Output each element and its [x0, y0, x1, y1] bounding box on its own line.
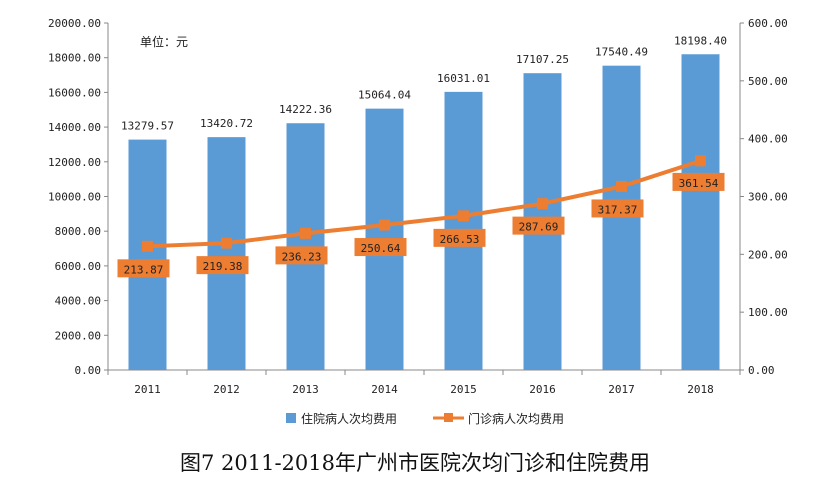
line-data-label: 250.64 — [361, 242, 401, 255]
bar-data-label: 15064.04 — [358, 89, 411, 102]
x-tick-label: 2017 — [608, 383, 635, 396]
line-point — [142, 240, 153, 252]
line-data-label: 361.54 — [679, 177, 719, 190]
left-tick-label: 4000.00 — [55, 295, 101, 308]
left-tick-label: 18000.00 — [48, 52, 101, 65]
x-tick-label: 2018 — [687, 383, 714, 396]
line-point — [300, 227, 311, 239]
bar-data-label: 14222.36 — [279, 103, 332, 116]
left-tick-label: 12000.00 — [48, 156, 101, 169]
left-tick-label: 10000.00 — [48, 191, 101, 204]
legend-line-label: 门诊病人次均费用 — [468, 411, 564, 426]
left-tick-label: 6000.00 — [55, 260, 101, 273]
right-tick-label: 600.00 — [748, 17, 788, 30]
bar-data-label: 18198.40 — [674, 34, 727, 47]
right-tick-label: 200.00 — [748, 248, 788, 261]
line-series — [142, 155, 706, 252]
left-tick-label: 0.00 — [75, 364, 102, 377]
left-axis-ticks: 0.00 2000.00 4000.00 6000.00 8000.00 10000.00… — [48, 17, 108, 377]
legend-line-marker — [444, 413, 453, 422]
line-point — [458, 210, 469, 222]
right-tick-label: 300.00 — [748, 191, 788, 204]
line-data-label: 213.87 — [124, 263, 164, 276]
bar-data-label: 13279.57 — [121, 120, 174, 133]
unit-note: 单位：元 — [140, 34, 188, 49]
x-tick-label: 2015 — [450, 383, 477, 396]
line-data-label: 236.23 — [282, 250, 322, 263]
bar-data-label: 13420.72 — [200, 117, 253, 130]
line-label-box — [196, 256, 249, 275]
line-label-box — [512, 216, 565, 235]
x-tick-label: 2016 — [529, 383, 556, 396]
line-point — [221, 237, 232, 249]
line-label-box — [591, 199, 644, 218]
line-point — [379, 219, 390, 231]
line-data-label: 287.69 — [519, 221, 559, 234]
figure-caption: 图7 2011-2018年广州市医院次均门诊和住院费用 — [179, 451, 651, 475]
bar-data-label: 16031.01 — [437, 72, 490, 85]
line-label-box — [275, 246, 328, 265]
bar-data-label: 17540.49 — [595, 46, 648, 59]
x-tick-label: 2011 — [134, 383, 161, 396]
x-tick-label: 2012 — [213, 383, 240, 396]
right-tick-label: 400.00 — [748, 133, 788, 146]
bar — [207, 137, 246, 370]
left-tick-label: 16000.00 — [48, 86, 101, 99]
x-axis-ticks: 2011 2012 2013 2014 2015 2016 2017 2018 — [107, 370, 741, 396]
legend: 住院病人次均费用 门诊病人次均费用 — [286, 411, 564, 426]
bar — [128, 139, 167, 370]
x-tick-label: 2013 — [292, 383, 319, 396]
right-axis-ticks: 0.00 100.00 200.00 300.00 400.00 500.00 600.00 — [740, 17, 788, 377]
left-tick-label: 14000.00 — [48, 121, 101, 134]
bar-data-label: 17107.25 — [516, 53, 569, 66]
line-data-label: 219.38 — [203, 260, 243, 273]
legend-bar-swatch — [286, 413, 296, 423]
line-data-label: 266.53 — [440, 233, 480, 246]
line-data-labels: 213.87 219.38 236.23 250.64 266.53 287.69 317.… — [117, 172, 725, 278]
line-label-box — [117, 259, 170, 278]
line-point — [616, 180, 627, 192]
line-label-box — [672, 172, 725, 191]
left-tick-label: 20000.00 — [48, 17, 101, 30]
left-tick-label: 2000.00 — [55, 329, 101, 342]
combo-chart: 单位：元 0.00 2000.00 4000.00 6000.00 8000.00 100… — [48, 17, 788, 426]
line-label-box — [354, 238, 407, 257]
line-label-box — [433, 228, 486, 247]
right-tick-label: 100.00 — [748, 306, 788, 319]
bar — [681, 54, 720, 371]
legend-bar-label: 住院病人次均费用 — [301, 411, 397, 426]
bar — [602, 65, 641, 371]
line-point — [695, 155, 706, 167]
right-tick-label: 500.00 — [748, 75, 788, 88]
line-point — [537, 198, 548, 210]
line-path — [147, 159, 702, 249]
bar-data-labels: 13279.57 13420.72 14222.36 15064.04 16031.01… — [121, 34, 727, 132]
x-tick-label: 2014 — [371, 383, 398, 396]
left-tick-label: 8000.00 — [55, 225, 101, 238]
right-tick-label: 0.00 — [748, 364, 775, 377]
line-data-label: 317.37 — [598, 203, 638, 216]
